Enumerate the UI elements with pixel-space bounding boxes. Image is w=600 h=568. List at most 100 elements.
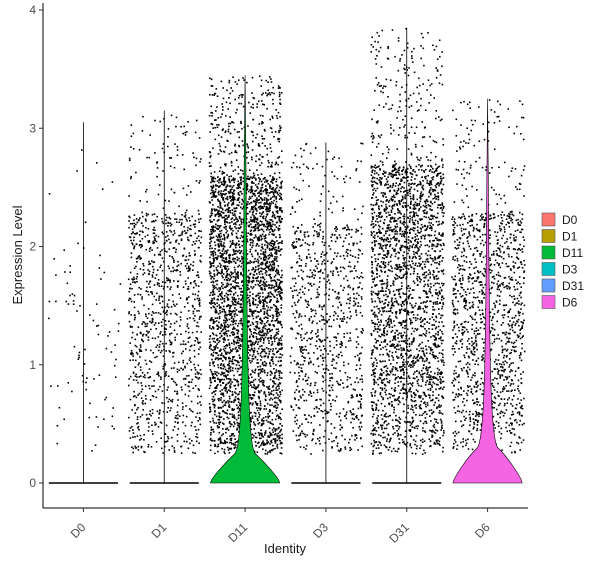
data-point	[98, 374, 101, 376]
data-point	[249, 218, 252, 221]
data-point	[144, 235, 147, 238]
data-point	[234, 327, 236, 330]
data-point	[316, 331, 319, 333]
data-point	[153, 254, 156, 256]
data-point	[157, 373, 160, 375]
data-point	[223, 260, 226, 262]
data-point	[227, 449, 230, 451]
data-point	[281, 281, 283, 283]
data-point	[222, 190, 225, 192]
data-point	[132, 353, 134, 355]
data-point	[260, 279, 262, 282]
data-point	[194, 369, 197, 371]
data-point	[194, 223, 196, 226]
data-point	[232, 323, 234, 326]
data-point	[281, 274, 283, 276]
data-point	[162, 232, 164, 235]
data-point	[256, 133, 259, 136]
data-point	[278, 216, 281, 219]
data-point	[271, 267, 274, 269]
data-point	[219, 336, 221, 339]
data-point	[267, 332, 269, 334]
data-point	[242, 258, 244, 260]
data-point	[259, 208, 261, 210]
data-point	[228, 214, 230, 217]
data-point	[251, 233, 253, 236]
data-point	[235, 364, 238, 366]
data-point	[226, 185, 229, 187]
data-point	[222, 382, 225, 384]
data-point	[228, 122, 230, 125]
data-point	[222, 283, 224, 286]
data-point	[219, 202, 221, 204]
data-point	[258, 177, 260, 179]
data-point	[263, 205, 266, 208]
data-point	[263, 355, 266, 358]
data-point	[197, 402, 199, 405]
data-point	[259, 444, 262, 447]
data-point	[138, 312, 140, 315]
data-point	[218, 399, 220, 402]
data-point	[237, 285, 240, 288]
data-point	[241, 208, 244, 210]
data-point	[357, 381, 360, 384]
data-point	[217, 243, 219, 245]
data-point	[211, 94, 214, 96]
data-point	[241, 335, 243, 338]
data-point	[237, 277, 239, 280]
data-point	[162, 410, 165, 413]
data-point	[136, 261, 138, 263]
data-point	[210, 300, 213, 302]
data-point	[279, 422, 282, 425]
data-point	[134, 344, 137, 347]
data-point	[234, 244, 237, 247]
data-point	[269, 378, 272, 381]
data-point	[223, 236, 226, 239]
data-point	[269, 323, 271, 326]
data-point	[128, 159, 131, 162]
data-point	[269, 336, 272, 339]
data-point	[173, 362, 176, 364]
data-point	[219, 252, 221, 254]
data-point	[229, 370, 232, 372]
data-point	[279, 382, 282, 385]
data-point	[176, 440, 179, 442]
data-point	[182, 343, 185, 345]
data-point	[280, 441, 282, 444]
data-point	[232, 318, 235, 320]
data-point	[91, 450, 93, 452]
data-point	[256, 306, 258, 309]
data-point	[254, 303, 257, 306]
data-point	[241, 198, 243, 201]
data-point	[250, 348, 253, 351]
data-point	[236, 256, 238, 259]
data-point	[230, 314, 232, 316]
data-point	[237, 383, 240, 385]
data-point	[248, 279, 250, 282]
data-point	[263, 256, 266, 258]
data-point	[230, 243, 233, 245]
data-point	[213, 361, 215, 363]
data-point	[276, 436, 279, 438]
data-point	[271, 182, 274, 184]
data-point	[265, 208, 268, 210]
data-point	[229, 379, 232, 382]
data-point	[135, 218, 138, 220]
data-point	[257, 253, 259, 256]
data-point	[55, 300, 57, 303]
data-point	[252, 335, 254, 338]
data-point	[264, 258, 267, 261]
data-point	[220, 397, 222, 399]
data-point	[249, 244, 252, 246]
data-point	[210, 353, 213, 356]
data-point	[228, 352, 231, 354]
data-point	[260, 338, 262, 341]
data-point	[215, 266, 218, 269]
data-point	[227, 374, 229, 376]
data-point	[229, 369, 232, 371]
data-point	[270, 180, 273, 183]
data-point	[258, 143, 260, 146]
data-point	[211, 247, 213, 250]
data-point	[217, 313, 220, 315]
data-point	[199, 316, 201, 318]
